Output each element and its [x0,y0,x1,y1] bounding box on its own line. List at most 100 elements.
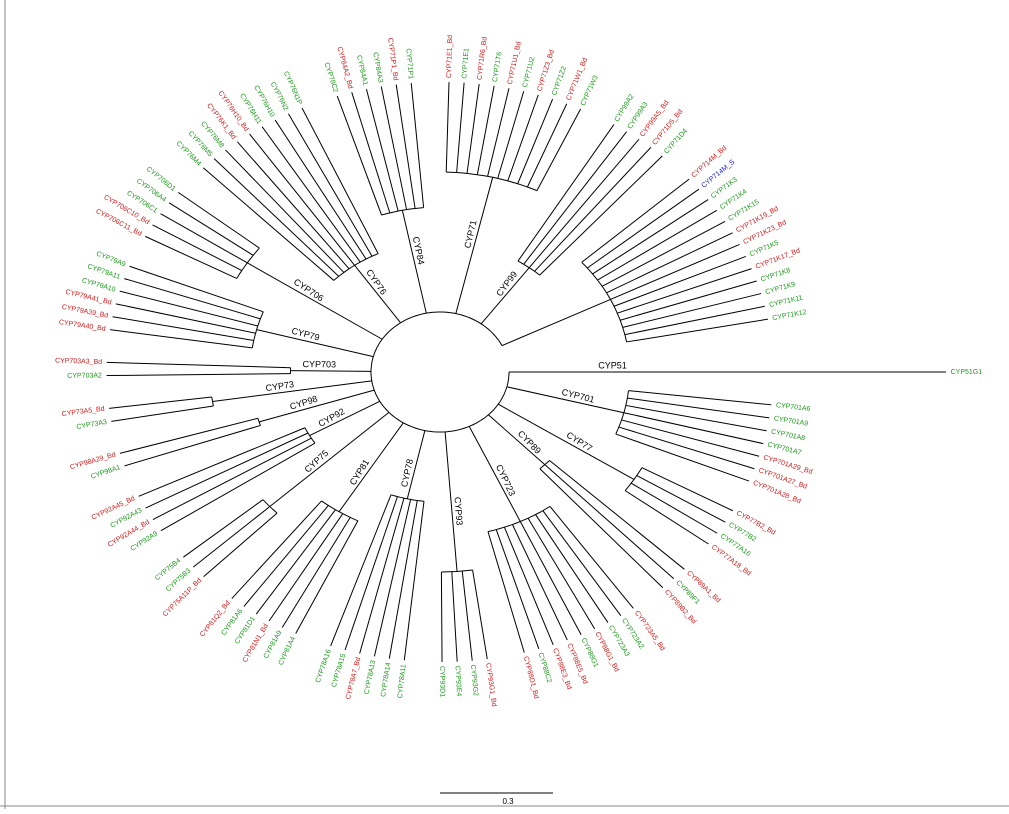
leaf-branch [111,406,213,421]
leaf-branch [629,391,772,405]
leaf-branch [161,214,248,263]
leaf-label: CYP71K12 [772,309,807,322]
leaf-branch [360,498,404,653]
leaf-branch [545,465,674,579]
leaf-branch [508,95,538,181]
leaf-label: CYP71E1_Bd [446,35,454,78]
leaf-branch [214,159,339,277]
leaf-branch [473,570,488,659]
leaf-branch [337,96,381,215]
leaf-label: CYP703A3_Bd [55,358,102,367]
leaf-branch [616,434,749,481]
leaf-branch [627,398,769,418]
leaf-branch [619,427,755,469]
leaf-branch [524,132,627,265]
clade-label: CYP79 [290,326,320,343]
leaf-label: CYP71P1 [404,48,414,79]
leaf-branch [178,192,259,248]
leaf-branch [204,513,277,577]
leaf-branch [642,468,733,511]
leaf-label: CYP71U1_Bd [507,41,523,85]
leaf-branch [582,179,689,262]
leaf-label: CYP51G1 [951,369,983,376]
leaf-label: CYP84A3 [371,52,383,84]
leaf-branch [193,507,270,568]
leaf-label: CYP78A11 [397,664,408,699]
leaf-branch [598,210,717,280]
leaf-branch [637,476,726,523]
leaf-branch [366,89,398,211]
leaf-label: CYP79A11 [86,263,121,281]
leaf-branch [282,517,350,627]
leaf-label: CYP93E4 [454,665,463,696]
leaf-label: CYP84A1 [355,55,369,87]
leaf-branch [617,269,751,314]
leaf-branch [498,91,524,178]
leaf-branch [107,374,291,376]
leaf-branch [120,418,258,453]
leaf-label: CYP93G1_Bd [484,663,497,708]
leaf-label: CYP78A16 [315,649,333,684]
leaf-label: CYP73A3 [76,419,108,431]
leaf-branch [550,460,685,569]
leaf-label: CYP79A10 [81,277,116,293]
leaf-branch [404,501,424,660]
leaf-branch [593,200,709,274]
leaf-label: CYP93G2 [469,664,479,696]
clade-stem [502,299,610,345]
leaf-branch [504,527,553,645]
leaf-label: CYP71K9 [765,281,797,296]
leaf-label: CYP71T6 [492,51,504,82]
leaf-branch [124,279,260,319]
leaf-branch [139,428,305,497]
clade-label: CYP75 [303,448,331,475]
leaf-branch [627,319,768,342]
leaf-branch [614,256,746,306]
clade-label: CYP51 [598,360,627,370]
leaf-branch [226,150,344,273]
leaf-label: CYP75A11P_Bd [162,577,203,618]
leaf-label: CYP71P1_Bd [386,37,399,81]
leaf-branch [550,506,633,608]
leaf-branch [457,83,464,173]
leaf-label: CYP93D1 [438,666,445,697]
leaf-branch [535,147,651,271]
leaf-label: CYP98A1 [90,464,121,481]
leaf-branch [518,125,614,262]
clade-arc [625,468,642,491]
leaf-label: CYP78C2 [323,62,339,94]
leaf-label: CYP73A5_Bd [61,406,105,418]
leaf-label: CYP79A40_Bd [58,319,106,333]
leaf-branch [467,84,479,173]
root-arc [371,312,509,432]
leaf-branch [625,491,708,544]
leaf-label: CYP71K8 [760,267,791,283]
clade-label: CYP84 [411,236,426,266]
leaf-branch [606,233,732,293]
clade-label: CYP92 [317,406,347,429]
leaf-branch [512,525,567,641]
leaf-branch [129,266,263,312]
leaf-branch [237,142,349,269]
leaf-label: CYP78A7_Bd [345,656,362,700]
leaf-branch [110,330,252,348]
leaf-branch [153,225,242,271]
leaf-branch [302,108,378,254]
leaf-branch [345,497,397,650]
leaf-branch [183,500,263,557]
leaf-branch [145,236,236,278]
leaf-branch [587,189,699,268]
leaf-branch [145,433,307,508]
leaf-label: CYP71R6_Bd [477,36,489,80]
leaf-branch [107,362,291,367]
clade-label: CYP706 [292,277,326,304]
leaf-branch [124,425,260,465]
leaf-label: CYP71W3 [580,74,600,107]
leaf-branch [452,572,457,662]
clade-stem [469,426,520,521]
leaf-branch [275,120,366,259]
clade-label: CYP723 [494,463,517,498]
leaf-label: CYP701A7 [767,442,802,457]
leaf-label: CYP88G1 [580,637,600,669]
